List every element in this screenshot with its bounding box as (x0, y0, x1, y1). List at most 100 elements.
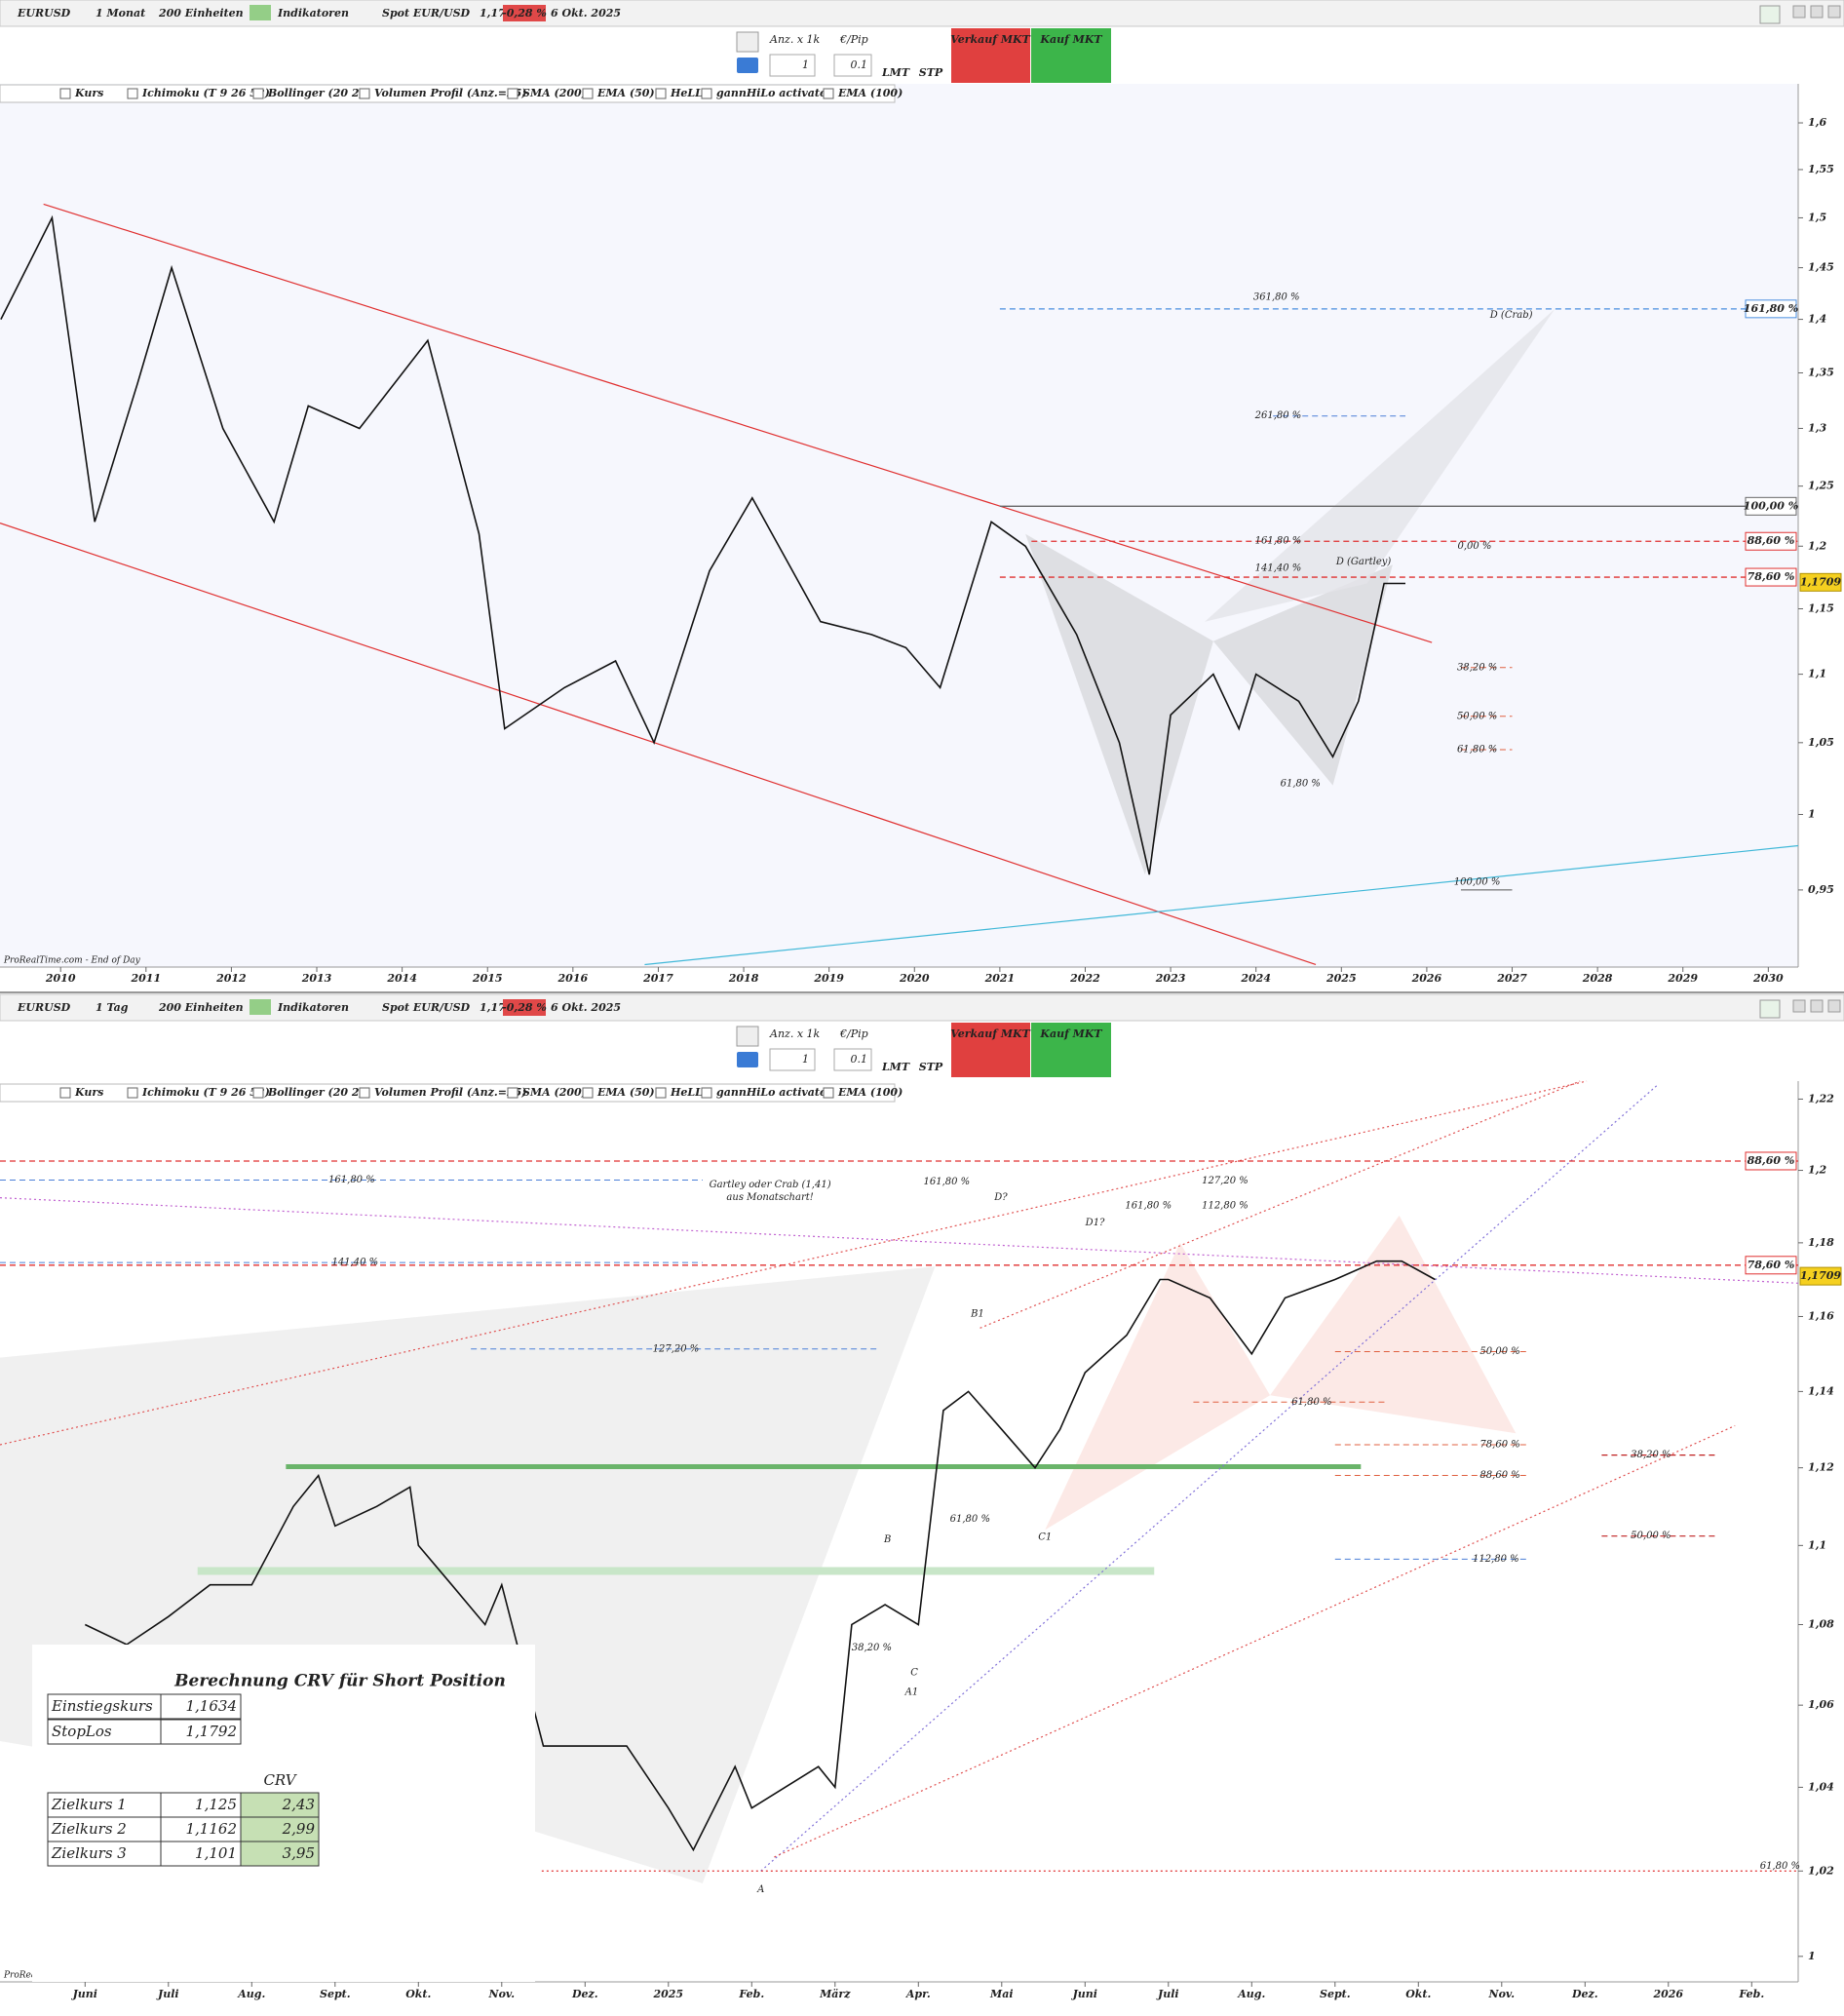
indicator-name[interactable]: EMA (50) (596, 87, 655, 99)
units-select[interactable]: 200 Einheiten (158, 7, 244, 19)
indicator-checkbox[interactable] (655, 88, 667, 99)
y-tick-label: 1,08 (1808, 1617, 1834, 1630)
x-tick-label: Apr. (905, 1988, 931, 2000)
indicators-menu[interactable]: Indikatoren (277, 1001, 349, 1014)
lmt-button[interactable]: LMT (881, 66, 910, 79)
symbol-select[interactable]: EURUSD (17, 7, 71, 19)
symbol-select[interactable]: EURUSD (17, 1001, 71, 1014)
indicator-checkbox[interactable] (582, 1087, 594, 1099)
indicator-name[interactable]: gannHiLo activator (716, 1086, 833, 1099)
table-text: Einstiegskurs (51, 1697, 153, 1715)
indicator-checkbox[interactable] (359, 88, 370, 99)
y-tick-label: 1,12 (1808, 1461, 1834, 1474)
sell-button[interactable] (951, 1023, 1030, 1077)
indicator-checkbox[interactable] (582, 88, 594, 99)
annotation: 61,80 % (1457, 745, 1497, 756)
indicator-checkbox[interactable] (59, 1087, 71, 1099)
buy-label[interactable]: Kauf MKT (1039, 33, 1102, 46)
annotation: 112,80 % (1473, 1554, 1519, 1565)
table-cell (47, 1816, 162, 1842)
indicators-menu[interactable]: Indikatoren (277, 7, 349, 19)
keyboard-icon[interactable] (737, 58, 758, 73)
indicator-name[interactable]: HeLL (670, 87, 703, 99)
pip-input[interactable] (833, 54, 872, 77)
indicator-name[interactable]: SMA (200) (522, 87, 587, 99)
indicator-checkbox[interactable] (701, 1087, 712, 1099)
keyboard-icon[interactable] (737, 1052, 758, 1067)
window-button[interactable] (1792, 5, 1806, 19)
indicator-name[interactable]: Bollinger (20 2) (267, 87, 365, 99)
sell-label[interactable]: Verkauf MKT (950, 1027, 1030, 1040)
indicator-checkbox[interactable] (359, 1087, 370, 1099)
indicator-checkbox[interactable] (823, 1087, 834, 1099)
y-tick-label: 1,35 (1808, 366, 1834, 378)
indicator-checkbox[interactable] (252, 88, 264, 99)
annotation: 141,40 % (1255, 563, 1302, 574)
indicator-name[interactable]: EMA (100) (837, 1086, 903, 1099)
window-button[interactable] (1827, 999, 1841, 1013)
indicator-checkbox[interactable] (655, 1087, 667, 1099)
x-tick-label: Dez. (1571, 1988, 1598, 2000)
sell-label[interactable]: Verkauf MKT (950, 33, 1030, 46)
indicator-name[interactable]: Bollinger (20 2) (267, 1086, 365, 1099)
table-text: Zielkurs 2 (51, 1820, 127, 1838)
indicator-checkbox[interactable] (507, 1087, 519, 1099)
x-tick-label: 2030 (1752, 972, 1784, 985)
last-price-label: 1,1709 (1800, 1269, 1841, 1282)
y-tick-label: 1,1 (1808, 1538, 1826, 1551)
qty-input[interactable] (769, 54, 816, 77)
tool-icon[interactable] (736, 1026, 759, 1047)
y-tick-label: 1,05 (1808, 736, 1834, 749)
indicator-checkbox[interactable] (127, 88, 138, 99)
indicator-checkbox[interactable] (252, 1087, 264, 1099)
stp-button[interactable]: STP (919, 66, 943, 79)
annotation: D1? (1085, 1218, 1105, 1228)
indicator-name[interactable]: gannHiLo activator (716, 87, 833, 99)
indicator-name[interactable]: Ichimoku (T 9 26 52) (141, 87, 270, 99)
toolbar (0, 0, 1844, 27)
units-select[interactable]: 200 Einheiten (158, 1001, 244, 1014)
annotation: 61,80 % (1281, 779, 1321, 790)
qty-label: Anz. x 1k (769, 33, 821, 46)
indicator-name[interactable]: HeLL (670, 1086, 703, 1099)
indicator-name[interactable]: Ichimoku (T 9 26 52) (141, 1086, 270, 1099)
indicator-checkbox[interactable] (823, 88, 834, 99)
icon (250, 5, 271, 20)
price-line (0, 214, 1405, 875)
tool-icon[interactable] (736, 31, 759, 53)
window-button[interactable] (1810, 5, 1824, 19)
x-tick-label: 2028 (1582, 972, 1613, 985)
qty-input[interactable] (769, 1048, 816, 1071)
annotation: 38,20 % (1457, 662, 1497, 673)
stp-button[interactable]: STP (919, 1061, 943, 1073)
indicator-checkbox[interactable] (59, 88, 71, 99)
indicator-name[interactable]: Kurs (74, 1086, 103, 1099)
table-text: 1,1792 (186, 1723, 238, 1740)
indicator-name[interactable]: Kurs (74, 87, 103, 99)
lmt-button[interactable]: LMT (881, 1061, 910, 1073)
window-button[interactable] (1827, 5, 1841, 19)
plot-area (0, 84, 1798, 967)
trend-line (644, 844, 1799, 966)
window-button[interactable] (1759, 999, 1781, 1019)
period-select[interactable]: 1 Tag (96, 1001, 129, 1014)
indicator-checkbox[interactable] (127, 1087, 138, 1099)
toolbar (0, 993, 1844, 1022)
indicator-name[interactable]: Volumen Profil (Anz.=25) (374, 1086, 526, 1099)
indicator-name[interactable]: SMA (200) (522, 1086, 587, 1099)
window-button[interactable] (1810, 999, 1824, 1013)
pip-input[interactable] (833, 1048, 872, 1071)
x-tick-label: 2024 (1240, 972, 1271, 985)
indicator-name[interactable]: Volumen Profil (Anz.=25) (374, 87, 526, 99)
indicator-name[interactable]: EMA (100) (837, 87, 903, 99)
indicator-checkbox[interactable] (507, 88, 519, 99)
buy-button[interactable] (1031, 28, 1111, 83)
indicator-name[interactable]: EMA (50) (596, 1086, 655, 1099)
indicator-checkbox[interactable] (701, 88, 712, 99)
buy-label[interactable]: Kauf MKT (1039, 1027, 1102, 1040)
window-button[interactable] (1759, 5, 1781, 24)
sell-button[interactable] (951, 28, 1030, 83)
buy-button[interactable] (1031, 1023, 1111, 1077)
window-button[interactable] (1792, 999, 1806, 1013)
period-select[interactable]: 1 Monat (96, 7, 145, 19)
